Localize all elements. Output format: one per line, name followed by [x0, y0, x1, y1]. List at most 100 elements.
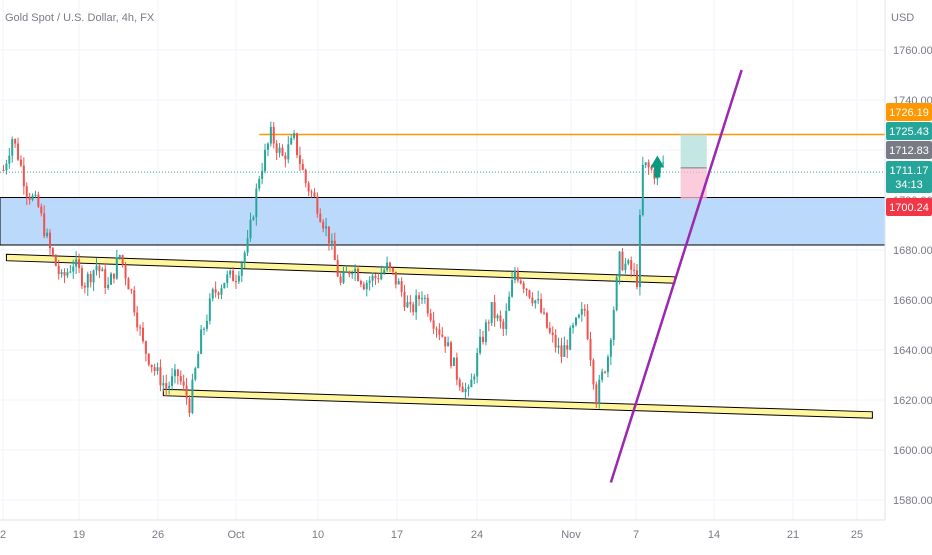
candle-body — [388, 262, 391, 268]
candle-body — [179, 376, 182, 382]
candle-body — [423, 297, 426, 299]
x-tick-label: Nov — [561, 529, 581, 541]
x-tick-label: 7 — [633, 529, 639, 541]
candle-body — [304, 169, 307, 184]
candle-body — [592, 360, 595, 385]
candle-body — [432, 320, 435, 329]
candle-body — [208, 298, 211, 321]
price-axis-background — [885, 0, 932, 520]
candle-body — [234, 281, 237, 283]
candle-body — [644, 162, 647, 165]
candle-body — [14, 139, 17, 144]
candle-body — [5, 163, 8, 171]
candle-body — [554, 334, 557, 348]
candle-body — [80, 268, 83, 286]
candle-body — [371, 275, 374, 281]
candle-body — [391, 267, 394, 272]
time-axis[interactable]: 2 19 26 Oct 10 17 24 Nov 7 14 21 25 — [0, 529, 863, 541]
candle-body — [211, 289, 214, 299]
candle-body — [633, 269, 636, 271]
candle-body — [165, 383, 168, 389]
candle-body — [298, 155, 301, 164]
candle-body — [638, 214, 641, 288]
candle-body — [325, 226, 328, 229]
candle-body — [232, 270, 235, 282]
candle-body — [2, 170, 5, 171]
candle-body — [86, 273, 89, 288]
candle-body — [60, 272, 63, 275]
candle-body — [543, 312, 546, 314]
candle-body — [104, 269, 107, 288]
candle-body — [577, 314, 580, 318]
candle-body — [484, 322, 487, 342]
candle-body — [17, 143, 20, 160]
candle-body — [48, 232, 51, 249]
support-zone[interactable] — [0, 197, 886, 246]
candle-body — [487, 322, 490, 324]
candle-body — [348, 271, 351, 275]
candle-body — [574, 317, 577, 325]
price-badge-label: 1711.17 — [890, 165, 929, 177]
candle-body — [403, 291, 406, 308]
candle-body — [112, 273, 115, 279]
up-arrow-icon[interactable] — [650, 155, 665, 178]
candle-body — [513, 270, 516, 280]
candle-body — [214, 289, 217, 293]
candle-body — [418, 295, 421, 300]
candle-body — [560, 345, 563, 357]
candle-body — [51, 248, 54, 255]
candle-body — [197, 353, 200, 369]
candle-body — [365, 282, 368, 290]
candle-body — [217, 292, 220, 295]
candle-body — [528, 290, 531, 298]
candle-body — [243, 252, 246, 263]
candle-body — [255, 188, 258, 218]
candle-body — [54, 254, 57, 266]
lower-channel-band[interactable] — [162, 388, 873, 419]
candle-body — [185, 385, 188, 399]
candle-body — [310, 191, 313, 193]
price-badges: 1726.19 1725.43 1712.83 1711.17 34:13 1700.24 — [886, 103, 932, 216]
overlay-layer — [609, 69, 743, 483]
candle-body — [101, 269, 104, 272]
candle-body — [188, 398, 191, 413]
candle-body — [354, 268, 357, 273]
candle-body — [359, 280, 362, 285]
x-tick-label: 25 — [851, 529, 863, 541]
candle-body — [455, 357, 458, 380]
candle-body — [75, 259, 78, 267]
candle-body — [580, 308, 583, 315]
candle-body — [307, 183, 310, 192]
candle-body — [621, 251, 624, 271]
candle-body — [630, 260, 633, 270]
candle-body — [383, 270, 386, 274]
candle-body — [141, 327, 144, 342]
candle-body — [136, 312, 139, 328]
candle-body — [327, 226, 330, 244]
candle-body — [397, 281, 400, 285]
candle-body — [121, 255, 124, 265]
trendline[interactable] — [609, 69, 743, 483]
candle-body — [467, 387, 470, 389]
candle-body — [336, 260, 339, 277]
candle-body — [505, 310, 508, 329]
candle-body — [269, 126, 272, 144]
candle-body — [351, 272, 354, 275]
candle-body — [481, 336, 484, 342]
candle-body — [330, 240, 333, 244]
candle-body — [493, 302, 496, 319]
target-zone-box[interactable] — [680, 134, 707, 168]
candle-body — [537, 299, 540, 301]
candle-body — [176, 369, 179, 377]
candle-body — [479, 336, 482, 353]
candle-body — [551, 332, 554, 335]
candle-body — [470, 379, 473, 388]
candle-body — [25, 186, 28, 197]
candle-body — [531, 297, 534, 304]
candle-body — [572, 324, 575, 328]
time-axis-background — [0, 520, 932, 550]
x-tick-label: 24 — [471, 529, 483, 541]
candle-body — [464, 388, 467, 393]
